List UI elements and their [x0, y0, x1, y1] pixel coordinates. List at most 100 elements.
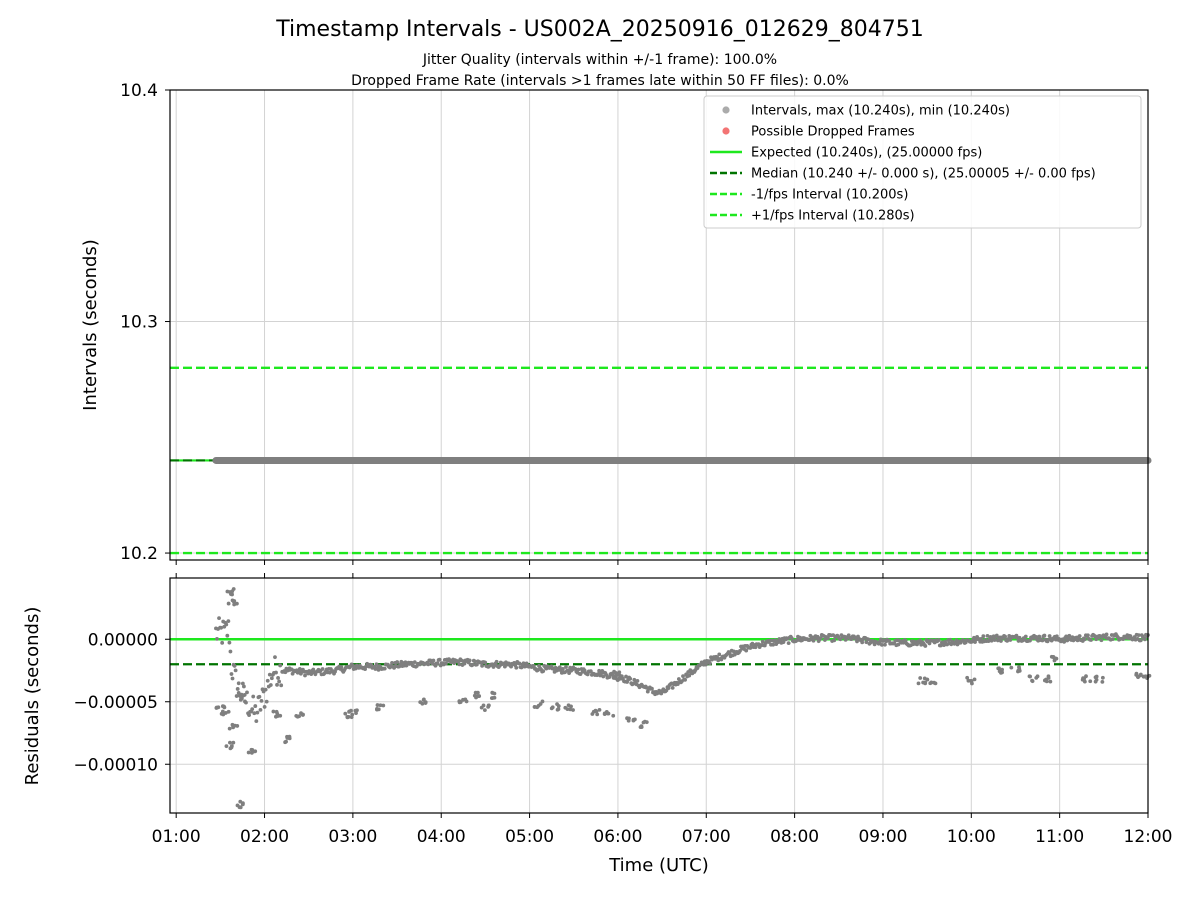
residual-point [927, 641, 932, 646]
residual-point [311, 667, 316, 672]
residual-point [918, 676, 923, 680]
residual-point [230, 598, 235, 603]
residual-point [1054, 634, 1059, 639]
legend-marker-0 [722, 106, 730, 114]
residual-point [864, 640, 869, 645]
residual-point [855, 639, 859, 644]
x-tick-label-02:00: 02:00 [240, 827, 289, 847]
residual-point [1030, 678, 1034, 683]
residual-point [225, 633, 230, 638]
bottom-y-tick-label-0.00000: 0.00000 [88, 630, 158, 650]
residual-point [232, 664, 237, 668]
bottom-y-tick-label-−0.00010: −0.00010 [73, 755, 158, 775]
residual-point [517, 661, 522, 666]
residual-point [421, 698, 426, 702]
legend-label-0: Intervals, max (10.240s), min (10.240s) [751, 104, 1010, 119]
x-tick-label-03:00: 03:00 [328, 827, 377, 847]
x-tick-label-09:00: 09:00 [858, 827, 907, 847]
residual-point [585, 672, 590, 677]
residual-point [588, 669, 593, 674]
residual-point [1093, 679, 1098, 684]
residual-point [1136, 674, 1140, 679]
residual-point [1048, 679, 1053, 684]
residual-point [923, 681, 928, 686]
residual-point [418, 700, 423, 705]
residual-point [896, 642, 901, 647]
residual-point [236, 681, 241, 686]
residual-point [521, 661, 526, 666]
residual-point [601, 674, 606, 679]
residual-point [597, 707, 602, 712]
residual-point [227, 726, 232, 731]
residual-point [1077, 634, 1082, 638]
residual-point [253, 704, 258, 708]
legend-label-5: +1/fps Interval (10.280s) [751, 209, 915, 224]
residual-point [443, 661, 448, 666]
residual-point [492, 691, 497, 696]
residual-point [467, 658, 472, 663]
residual-point [381, 703, 386, 708]
residual-point [1000, 670, 1004, 675]
residual-point [382, 666, 387, 671]
top-y-tick-label-10.2: 10.2 [120, 544, 158, 564]
residual-point [285, 736, 290, 740]
residual-point [236, 690, 241, 695]
residual-point [717, 652, 722, 657]
residual-point [303, 673, 307, 678]
residual-point [1146, 674, 1151, 678]
residual-point [435, 661, 440, 666]
residual-point [353, 708, 358, 713]
residual-point [457, 662, 462, 667]
residual-point [268, 683, 273, 687]
residual-point [224, 744, 229, 749]
residual-point [229, 745, 234, 750]
residual-point [1093, 675, 1098, 680]
residual-point [965, 675, 970, 680]
residual-point [480, 663, 484, 668]
residual-point [970, 681, 974, 686]
residual-point [1082, 637, 1087, 642]
residual-point [1100, 675, 1105, 680]
residual-point [339, 665, 344, 669]
residual-point [423, 701, 428, 705]
residual-point [1084, 674, 1088, 679]
residual-point [249, 750, 254, 755]
residual-point [644, 720, 649, 725]
bottom-plot-background [170, 578, 1148, 813]
residual-point [576, 667, 581, 672]
residual-point [277, 679, 282, 684]
residual-point [989, 638, 994, 643]
residual-point [879, 642, 884, 647]
residual-point [470, 662, 475, 667]
residual-point [929, 680, 934, 685]
residual-point [395, 660, 400, 664]
residual-point [1142, 637, 1147, 642]
residual-point [250, 707, 255, 712]
residual-point [234, 694, 239, 698]
residual-point [426, 662, 431, 667]
residual-point [972, 677, 977, 682]
residual-point [748, 646, 753, 650]
residual-point [219, 625, 224, 630]
x-tick-label-11:00: 11:00 [1035, 827, 1084, 847]
residual-point [760, 639, 765, 644]
residual-point [708, 661, 712, 666]
x-tick-label-07:00: 07:00 [682, 827, 731, 847]
residual-point [715, 655, 720, 660]
residual-point [538, 702, 543, 706]
residual-point [345, 715, 350, 719]
residual-point [245, 690, 249, 695]
residual-point [916, 681, 921, 686]
legend-label-4: -1/fps Interval (10.200s) [751, 188, 908, 203]
residual-point [240, 681, 245, 686]
residual-point [638, 725, 643, 730]
residual-point [1062, 639, 1067, 644]
residual-point [244, 700, 248, 705]
residual-point [232, 602, 237, 607]
residual-point [999, 639, 1003, 643]
top-axis-ticks: 10.2 10.3 10.4 [120, 81, 1149, 565]
chart-subtitle-dropped: Dropped Frame Rate (intervals >1 frames … [351, 73, 849, 89]
residual-point [227, 640, 232, 645]
residual-point [1017, 665, 1021, 670]
